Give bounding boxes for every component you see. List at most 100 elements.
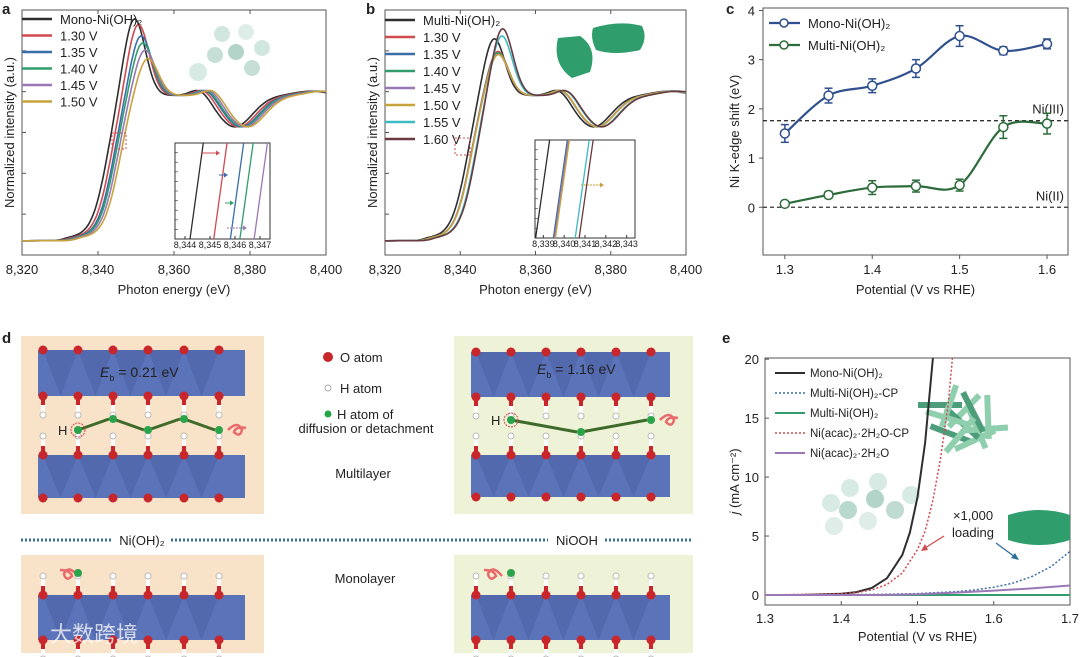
data-point [998,121,1009,133]
y-tick-label: 20 [745,352,759,367]
h-atom [577,412,585,420]
nanorod-icon [918,402,962,408]
annotation-arrow [924,535,945,549]
series-group [22,18,326,242]
data-point [1041,118,1053,129]
o-atom [611,492,621,502]
o-atom [73,635,83,645]
h-atom [472,572,480,580]
h-diffusing-atom [507,416,515,424]
data-point [954,179,965,191]
detachment-swirl-icon [227,423,247,436]
h-label: H [491,413,500,428]
octahedron-face [43,595,78,640]
series-line [765,584,1070,596]
o-atom [179,450,189,460]
h-atom [542,412,550,420]
data-point [779,128,791,139]
data-point [779,198,791,210]
energy-symbol: E [100,364,110,380]
o-atom [73,391,83,401]
octahedron-face [148,455,184,498]
inset-line [253,143,269,239]
legend-o-atom: O atom [340,350,383,365]
niooh-label: NiOOH [556,533,598,548]
inset-line [271,143,284,239]
o-atom [506,590,516,600]
data-point [1041,38,1053,50]
inset-tick-label: 8,346 [224,240,247,250]
legend-label: 1.45 V [423,81,461,96]
x-axis-title: Potential (V vs RHE) [858,629,977,644]
y-axis-symbol: j [727,511,742,517]
o-atom [541,450,551,460]
watermark: 大数跨境 [50,622,138,647]
x-tick-label: 8,340 [444,262,477,277]
inset-line [574,140,590,238]
inset-line [554,140,571,238]
x-tick-label: 8,400 [670,262,703,277]
inset-series [535,140,594,238]
nanorod-icon [963,424,1009,434]
octahedron-face [546,595,581,640]
y-tick-label: 2 [748,102,755,117]
o-atom [506,347,516,357]
o-atom [506,450,516,460]
h-diffusing-atom [74,569,82,577]
octahedral-layer [471,572,670,657]
legend-label: 1.30 V [423,30,461,45]
h-diffusing-atom [647,416,655,424]
panel-label-c: c [726,1,734,18]
y-tick-label: 1 [748,151,755,166]
h-atom [472,412,480,420]
y-tick-label: 4 [748,3,755,18]
o-atom [506,492,516,502]
o-atom [646,450,656,460]
o-atom [471,347,481,357]
x-tick-label: 8,320 [369,262,402,277]
o-atom [214,450,224,460]
y-tick-label: 0 [752,588,759,603]
o-atom [179,391,189,401]
energy-symbol: E [537,361,547,377]
inset-line [578,140,594,238]
h-atom [144,411,152,419]
inset-tick-label: 8,347 [249,240,272,250]
legend-h-diffusion: diffusion or detachment [299,421,434,436]
h-atom [215,572,223,580]
monolayer-sheet-icon [825,517,843,535]
y-axis-title: Normalized intensity (a.u.) [2,57,17,208]
data-point [823,189,834,201]
h-diffusing-atom [109,415,117,423]
monolayer-sheet-icon [214,26,230,42]
monolayer-sheet-icon [841,479,859,497]
monolayer-sheet-icon [822,494,840,512]
x-tick-label: 8,400 [310,262,343,277]
legend-label: 1.35 V [423,47,461,62]
octahedron-face [113,350,148,396]
arrow-head [224,172,228,178]
o-atom [143,391,153,401]
legend-label: 1.40 V [60,62,98,77]
o-atom [611,347,621,357]
plot-frame [762,7,1069,256]
annotation-text: ×1,000 [953,508,993,523]
o-atom [38,590,48,600]
inset-frame [534,139,636,239]
octahedron-face [476,595,511,640]
octahedral-layer [471,432,670,502]
nanorod-icon [960,391,986,433]
octahedral-layer [471,347,670,420]
x-tick-label: 8,380 [234,262,267,277]
x-tick-label: 1.5 [908,611,926,626]
o-atom [646,590,656,600]
energy-subscript: b [546,370,551,380]
diffusion-arrow [510,418,578,434]
y-axis-unit: (mA cm⁻²) [727,448,742,511]
o-atom [611,590,621,600]
x-tick-label: 1.7 [1061,611,1079,626]
octahedron-face [581,352,616,397]
data-point [910,180,922,192]
o-atom [611,635,621,645]
o-atom [576,450,586,460]
